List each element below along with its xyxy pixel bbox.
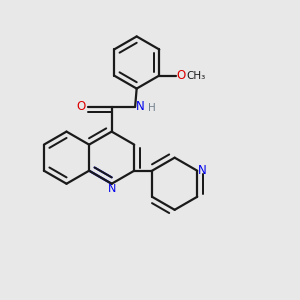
Text: N: N bbox=[107, 184, 116, 194]
Text: O: O bbox=[77, 100, 86, 113]
Text: O: O bbox=[177, 69, 186, 82]
Text: N: N bbox=[198, 164, 207, 177]
Text: N: N bbox=[136, 100, 145, 113]
Text: H: H bbox=[148, 103, 156, 113]
Text: CH₃: CH₃ bbox=[187, 70, 206, 80]
